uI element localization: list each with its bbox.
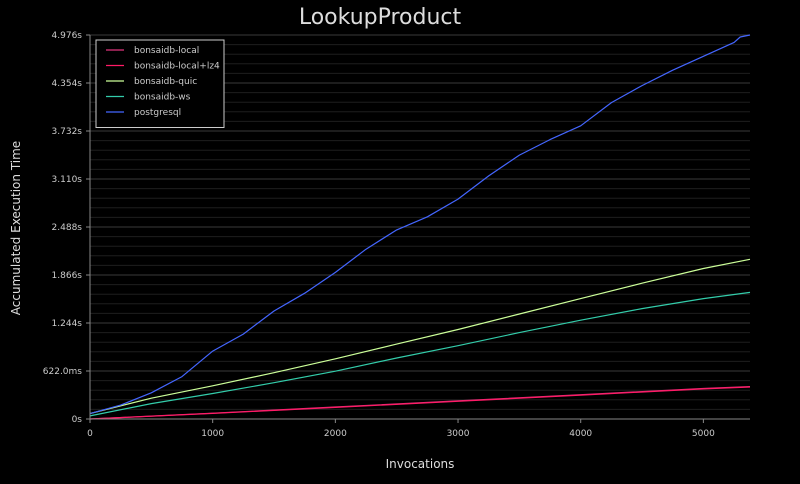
- legend-label: postgresql: [134, 108, 181, 118]
- legend-label: bonsaidb-quic: [134, 77, 197, 87]
- chart-title: LookupProduct: [299, 5, 462, 30]
- y-tick-label: 0s: [72, 415, 83, 425]
- legend-label: bonsaidb-ws: [134, 93, 191, 103]
- legend-label: bonsaidb-local+lz4: [134, 62, 220, 72]
- minor-grid: [90, 44, 750, 410]
- legend-box: [95, 39, 225, 128]
- axes-layer: 0s 622.0ms 1.244s 1.866s 2.488s 3.110s 3.732s 4…: [43, 31, 750, 439]
- x-tick-label: 1000: [201, 429, 224, 439]
- x-axis-label: Invocations: [386, 457, 455, 471]
- y-tick-label: 622.0ms: [43, 367, 83, 377]
- y-axis-label: Accumulated Execution Time: [9, 141, 23, 315]
- series-layer: [89, 34, 751, 420]
- x-tick-label: 3000: [447, 429, 470, 439]
- series-line-bonsaidb-quic: [89, 258, 751, 415]
- x-tick-label: 5000: [692, 429, 715, 439]
- y-tick-label: 3.732s: [52, 127, 83, 137]
- y-tick-label: 2.488s: [52, 223, 83, 233]
- legend: bonsaidb-local bonsaidb-local+lz4 bonsaidb…: [95, 39, 225, 128]
- series-line-postgresql: [89, 34, 751, 415]
- major-grid: [90, 34, 750, 420]
- y-tick-label: 1.244s: [52, 319, 83, 329]
- x-tick-label: 0: [87, 429, 93, 439]
- series-line-bonsaidb-ws: [89, 291, 751, 417]
- y-tick-label: 1.866s: [52, 271, 83, 281]
- series-line-bonsaidb-local-lz4: [89, 386, 751, 420]
- y-tick-label: 3.110s: [52, 175, 83, 185]
- x-tick-label: 2000: [324, 429, 347, 439]
- y-tick-label: 4.354s: [52, 79, 83, 89]
- x-tick-label: 4000: [569, 429, 592, 439]
- y-tick-label: 4.976s: [52, 31, 83, 41]
- legend-label: bonsaidb-local: [134, 46, 199, 56]
